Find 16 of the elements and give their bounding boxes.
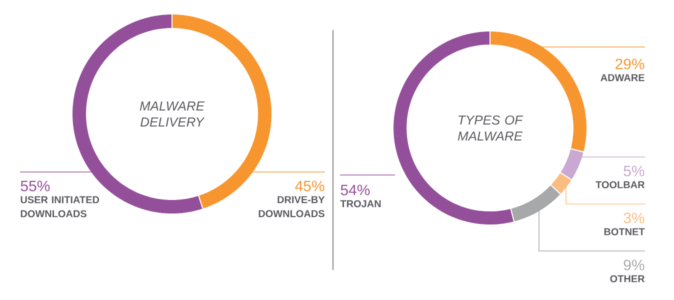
slice-label: ADWARE <box>600 74 644 82</box>
slice-label: BOTNET <box>604 228 645 236</box>
data-label: 29% <box>616 58 644 70</box>
text: MALWARE DELIVERY <box>140 102 205 126</box>
data-label: 3% <box>624 212 644 224</box>
data-label: 55% <box>20 180 50 192</box>
text: TYPES OF MALWARE <box>458 115 524 141</box>
data-label: 9% <box>624 260 644 270</box>
data-label: 54% <box>340 184 370 196</box>
slice-label: USER INITIATED DOWNLOADS <box>20 196 100 218</box>
data-label: 5% <box>624 166 644 176</box>
data-label: 45% <box>295 180 324 192</box>
slice-label: OTHER <box>610 275 645 282</box>
slice-label: TROJAN <box>340 200 381 208</box>
slice-label: DRIVE-BY DOWNLOADS <box>258 196 325 218</box>
slice-label: TOOLBAR <box>596 181 645 188</box>
